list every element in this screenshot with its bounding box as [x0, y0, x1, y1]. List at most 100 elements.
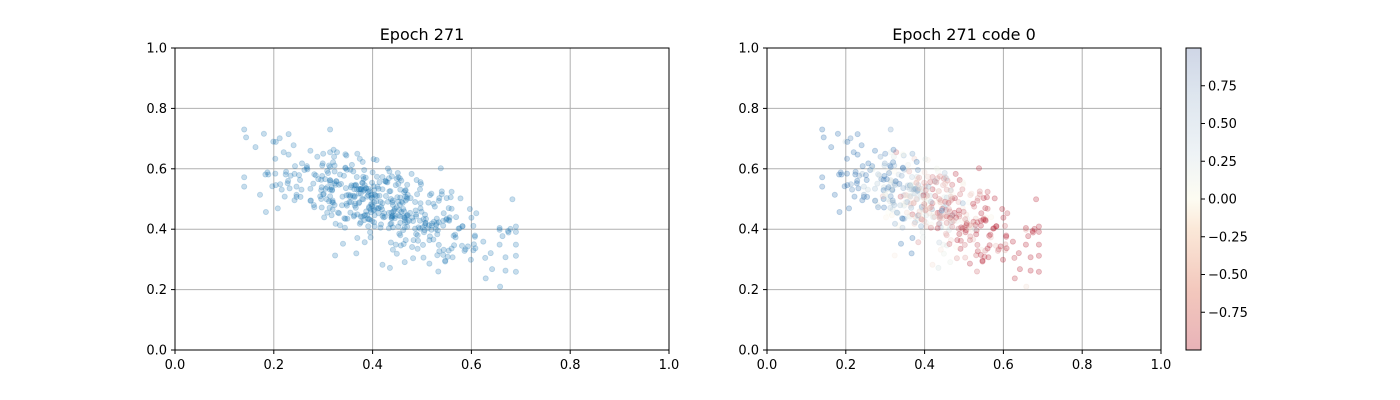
scatter-point	[353, 250, 360, 257]
tick-label-y-left: 0.2	[146, 283, 167, 298]
scatter-point	[951, 195, 958, 202]
scatter-point	[900, 192, 907, 199]
scatter-point	[366, 203, 373, 210]
scatter-point	[974, 241, 981, 248]
tick-label-y-left: 1.0	[146, 42, 167, 57]
scatter-point	[920, 191, 927, 198]
scatter-point	[381, 213, 388, 220]
scatter-point	[351, 186, 358, 193]
scatter-point	[920, 192, 927, 199]
colorbar-tick-label: 0.75	[1208, 79, 1237, 94]
scatter-point	[853, 180, 860, 187]
scatter-point	[496, 224, 503, 231]
scatter-point	[929, 212, 936, 219]
scatter-point	[371, 223, 378, 230]
scatter-point	[391, 207, 398, 214]
scatter-point	[955, 225, 962, 232]
scatter-point	[972, 221, 979, 228]
scatter-point	[324, 184, 331, 191]
scatter-point	[927, 198, 934, 205]
scatter-point	[927, 224, 934, 231]
scatter-point	[887, 193, 894, 200]
scatter-point	[241, 183, 248, 190]
scatter-point	[417, 179, 424, 186]
scatter-point	[307, 197, 314, 204]
scatter-point	[272, 182, 279, 189]
scatter-point	[881, 204, 888, 211]
scatter-point	[320, 150, 327, 157]
scatter-point	[389, 213, 396, 220]
scatter-point	[380, 214, 387, 221]
scatter-point	[924, 198, 931, 205]
scatter-point	[379, 186, 386, 193]
scatter-point	[470, 222, 477, 229]
scatter-point	[912, 185, 919, 192]
scatter-point	[379, 212, 386, 219]
scatter-point	[986, 242, 993, 249]
scatter-point	[980, 195, 987, 202]
scatter-point	[959, 186, 966, 193]
scatter-point	[395, 198, 402, 205]
scatter-point	[262, 208, 269, 215]
scatter-point	[319, 160, 326, 167]
scatter-point	[931, 178, 938, 185]
scatter-point	[891, 168, 898, 175]
scatter-point	[369, 169, 376, 176]
scatter-point	[949, 212, 956, 219]
scatter-point	[312, 172, 319, 179]
scatter-point	[366, 188, 373, 195]
scatter-point	[413, 176, 420, 183]
scatter-point	[974, 248, 981, 255]
scatter-point	[379, 173, 386, 180]
scatter-point	[323, 196, 330, 203]
scatter-point	[943, 219, 950, 226]
scatter-point	[913, 213, 920, 220]
scatter-point	[888, 212, 895, 219]
scatter-point	[404, 212, 411, 219]
scatter-point	[883, 176, 890, 183]
scatter-point	[389, 197, 396, 204]
scatter-point	[844, 170, 851, 177]
scatter-point	[382, 177, 389, 184]
scatter-point	[361, 186, 368, 193]
scatter-point	[359, 195, 366, 202]
scatter-point	[949, 195, 956, 202]
scatter-point	[367, 229, 374, 236]
scatter-point	[938, 207, 945, 214]
scatter-point	[1000, 256, 1007, 263]
scatter-point	[329, 186, 336, 193]
scatter-point	[931, 213, 938, 220]
scatter-point	[413, 230, 420, 237]
scatter-point	[942, 212, 949, 219]
scatter-point	[345, 191, 352, 198]
scatter-point	[957, 245, 964, 252]
scatter-point	[496, 241, 503, 248]
colorbar-tick-label: 0.00	[1208, 193, 1237, 208]
scatter-point	[397, 232, 404, 239]
scatter-point	[1035, 268, 1042, 275]
scatter-point	[443, 215, 450, 222]
scatter-point	[452, 234, 459, 241]
scatter-point	[434, 252, 441, 259]
scatter-point	[382, 192, 389, 199]
scatter-point	[264, 169, 271, 176]
scatter-point	[885, 184, 892, 191]
scatter-point	[285, 151, 292, 158]
scatter-point	[972, 215, 979, 222]
scatter-point	[425, 222, 432, 229]
scatter-point	[330, 159, 337, 166]
scatter-point	[982, 216, 989, 223]
scatter-point	[1029, 227, 1036, 234]
scatter-point	[445, 247, 452, 254]
plot-area-right	[767, 48, 1161, 350]
scatter-point	[925, 183, 932, 190]
scatter-point	[449, 254, 456, 261]
scatter-point	[881, 172, 888, 179]
scatter-point	[939, 212, 946, 219]
tick-label-y-left: 0.6	[146, 162, 167, 177]
scatter-point	[874, 201, 881, 208]
scatter-point	[983, 194, 990, 201]
scatter-point	[946, 240, 953, 247]
scatter-point	[362, 211, 369, 218]
scatter-point	[398, 198, 405, 205]
